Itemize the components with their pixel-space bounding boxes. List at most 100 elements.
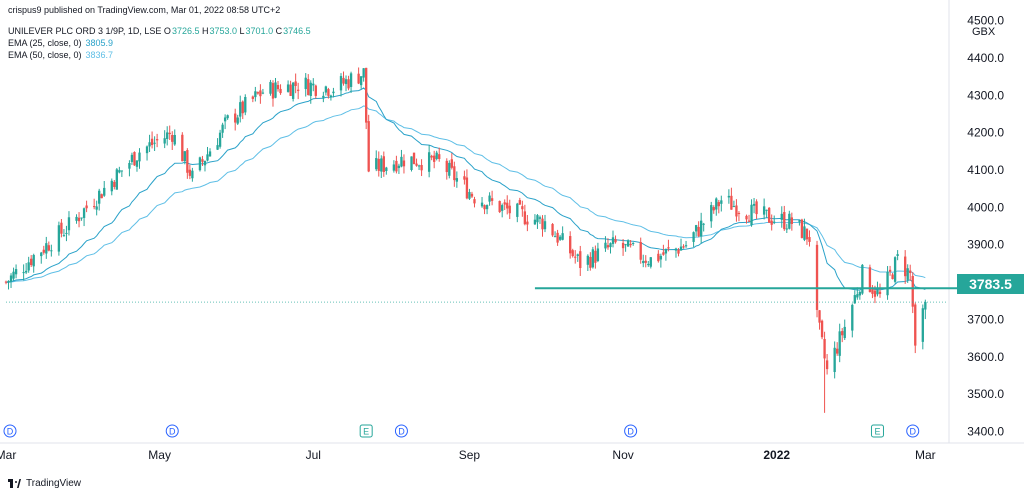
- candle-body: [737, 213, 741, 215]
- candle-body: [621, 242, 625, 249]
- candle-body: [448, 162, 451, 176]
- y-tick-label: 3900.0: [967, 238, 1004, 252]
- candle-body: [291, 82, 295, 99]
- candle-body: [347, 79, 350, 89]
- candle-body: [538, 217, 542, 219]
- candle-body: [62, 235, 66, 237]
- candle-body: [506, 202, 509, 209]
- candle-body: [677, 249, 680, 254]
- low-value: 3701.0: [245, 26, 274, 36]
- low-label: L: [239, 26, 245, 36]
- candle-body: [417, 165, 421, 167]
- candle-body: [569, 236, 572, 254]
- candle-body: [924, 302, 927, 310]
- candle-body: [155, 139, 159, 141]
- candle-body: [226, 115, 229, 119]
- candle-body: [153, 142, 156, 144]
- candle-body: [856, 294, 859, 298]
- high-value: 3753.0: [209, 26, 238, 36]
- candle-body: [543, 221, 547, 230]
- candle-body: [571, 250, 574, 257]
- candle-body: [574, 256, 577, 258]
- candle-body: [322, 95, 325, 98]
- candle-body: [780, 213, 783, 220]
- candle-body: [750, 204, 753, 226]
- x-tick-label: Mar: [0, 448, 16, 462]
- candle-body: [138, 152, 141, 162]
- candle-body: [838, 331, 841, 356]
- candle-body: [24, 270, 28, 273]
- candle-body: [120, 170, 124, 172]
- candle-body: [558, 236, 562, 240]
- candle-body: [382, 156, 385, 172]
- open-value: 3726.5: [171, 26, 200, 36]
- ema50-label: EMA (50, close, 0): [8, 50, 82, 60]
- candle-body: [80, 217, 83, 219]
- candle-body: [40, 252, 43, 257]
- candle-body: [365, 67, 368, 123]
- candle-body: [223, 117, 227, 122]
- candle-body: [800, 219, 804, 238]
- candle-body: [639, 242, 642, 260]
- x-tick-label: May: [148, 448, 171, 462]
- x-tick-label: Nov: [612, 448, 633, 462]
- event-marker-label: D: [7, 427, 14, 437]
- support-price-tag: 3783.5: [957, 274, 1024, 294]
- currency-label: GBX: [972, 26, 996, 38]
- candle-body: [12, 271, 15, 279]
- candle-body: [130, 154, 134, 162]
- candle-body: [256, 92, 260, 94]
- candle-body: [329, 95, 333, 98]
- candle-body: [679, 246, 683, 251]
- candle-body: [833, 347, 836, 373]
- ema25-legend[interactable]: EMA (25, close, 0) 3805.9: [8, 38, 113, 49]
- candle-body: [735, 205, 738, 217]
- candle-body: [410, 156, 413, 171]
- candle-body: [198, 157, 202, 171]
- candle-body: [876, 289, 879, 295]
- candle-body: [921, 308, 924, 342]
- dividend-marker-icon: [394, 424, 408, 438]
- candle-body: [412, 152, 416, 165]
- candle-body: [77, 217, 81, 222]
- candle-body: [871, 289, 874, 294]
- event-marker-label: E: [874, 427, 880, 437]
- candle-body: [203, 160, 207, 166]
- candle-body: [523, 211, 527, 225]
- candle-body: [878, 291, 882, 294]
- candle-body: [853, 295, 856, 304]
- candle-body: [768, 207, 771, 223]
- ema50-legend[interactable]: EMA (50, close, 0) 3836.7: [8, 50, 113, 61]
- candle-body: [533, 219, 537, 225]
- footer-brand[interactable]: TradingView: [8, 478, 81, 489]
- y-tick-label: 4300.0: [967, 88, 1004, 102]
- candle-body: [604, 242, 607, 249]
- publisher-line: crispus9 published on TradingView.com, M…: [8, 5, 281, 15]
- candle-body: [362, 68, 365, 78]
- candle-body: [790, 217, 794, 224]
- candle-body: [208, 151, 212, 157]
- dividend-marker-icon: [906, 424, 920, 438]
- candle-body: [483, 205, 486, 210]
- candle-body: [402, 160, 406, 167]
- candle-body: [752, 203, 756, 206]
- candle-body: [594, 250, 597, 263]
- candle-body: [430, 155, 433, 158]
- candle-body: [135, 160, 139, 167]
- candle-body: [349, 73, 353, 87]
- candle-body: [785, 228, 788, 230]
- candle-body: [682, 246, 685, 248]
- candle-body: [805, 228, 809, 240]
- candle-body: [873, 290, 877, 297]
- candle-body: [699, 220, 703, 237]
- event-marker-label: D: [627, 427, 634, 437]
- candle-body: [463, 176, 466, 180]
- candle-body: [312, 83, 315, 86]
- y-tick-label: 3600.0: [967, 350, 1004, 364]
- candle-body: [720, 200, 723, 204]
- event-marker-label: D: [169, 427, 176, 437]
- candle-body: [234, 113, 237, 123]
- candle-body: [251, 96, 255, 99]
